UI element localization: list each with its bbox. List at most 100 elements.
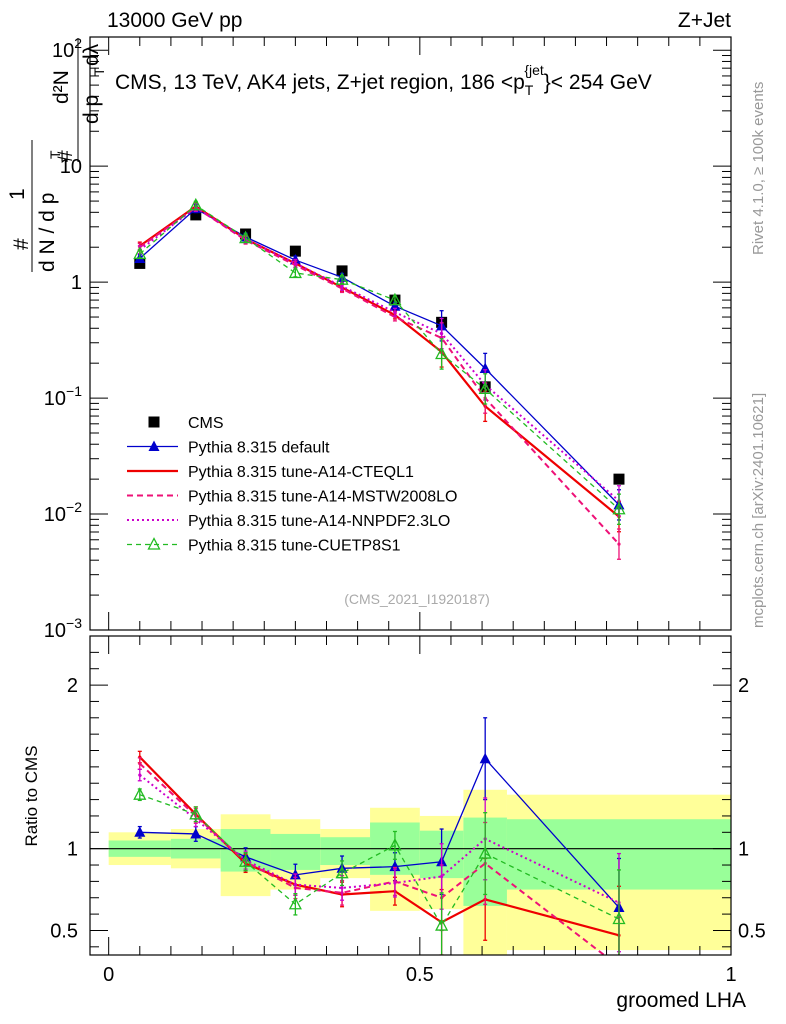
ratio-point-cuetp8s1-5 xyxy=(388,837,402,851)
point-cuetp8s1-0 xyxy=(133,246,147,260)
ratio-point-cuetp8s1-7 xyxy=(478,846,492,859)
point-cuetp8s1-7 xyxy=(478,381,492,395)
ratio-ylabel: Ratio to CMS xyxy=(22,745,41,846)
legend-label-cteql1: Pythia 8.315 tune-A14-CTEQL1 xyxy=(188,464,414,481)
legend-entry-default: Pythia 8.315 default xyxy=(127,440,330,457)
point-cuetp8s1-4 xyxy=(335,272,349,285)
ratio-uncertainty-bands xyxy=(90,789,731,955)
ratio-point-default-7 xyxy=(479,752,491,764)
svg-text:#: # xyxy=(54,150,77,162)
legend-marker-cuetp8s1 xyxy=(147,537,161,550)
ytick-label: 10−2 xyxy=(44,499,82,526)
ytick-label: 10−3 xyxy=(44,615,82,642)
point-cuetp8s1-1 xyxy=(189,197,203,211)
legend-entry-mstw: Pythia 8.315 tune-A14-MSTW2008LO xyxy=(127,489,457,506)
xtick-label: 0 xyxy=(103,964,114,986)
main-ylabel: # 1 d N / d p T # d²N d p T dλ xyxy=(6,38,107,272)
point-cms-1 xyxy=(190,209,202,221)
legend-marker-default xyxy=(148,440,160,451)
svg-text:#: # xyxy=(10,238,33,250)
ratio-point-mstw-0 xyxy=(138,762,142,766)
ratio-point-cuetp8s1-3 xyxy=(288,896,302,910)
main-series-group xyxy=(133,197,626,560)
point-cms-3 xyxy=(289,245,301,257)
ratio-point-cuetp8s1-6 xyxy=(435,918,449,931)
ratio-line-nnpdf xyxy=(139,774,620,904)
legend-label-default: Pythia 8.315 default xyxy=(188,440,330,457)
ytick-label: 1 xyxy=(71,272,82,294)
point-cms-8 xyxy=(613,473,625,485)
svg-text:dλ: dλ xyxy=(80,43,103,66)
header-left: 13000 GeV pp xyxy=(107,9,242,32)
svg-text:1: 1 xyxy=(6,188,29,200)
point-nnpdf-6 xyxy=(440,331,444,336)
svg-text:d p: d p xyxy=(80,95,103,124)
ratio-point-cuetp8s1-2 xyxy=(239,854,253,867)
ratio-ytick-label-left: 1 xyxy=(67,839,78,861)
point-cuetp8s1-2 xyxy=(239,230,253,244)
ratio-ytick-label-right: 0.5 xyxy=(738,920,766,942)
point-nnpdf-3 xyxy=(293,261,297,266)
ratio-point-cuetp8s1-1 xyxy=(189,806,203,820)
ratio-ytick-label-right: 2 xyxy=(738,675,749,697)
ratio-point-nnpdf-6 xyxy=(440,874,444,879)
ratio-point-nnpdf-0 xyxy=(138,773,142,777)
ratio-point-default-5 xyxy=(389,860,401,872)
legend: CMS Pythia 8.315 default Pythia 8.315 tune… xyxy=(127,415,457,555)
ratio-frame xyxy=(89,635,732,956)
xtick-label: 1 xyxy=(725,964,736,986)
ratio-point-nnpdf-5 xyxy=(393,881,397,885)
svg-text:T: T xyxy=(47,150,63,159)
legend-marker-cms xyxy=(148,416,160,428)
ytick-label: 10 xyxy=(60,156,82,178)
ratio-point-default-1 xyxy=(190,827,202,839)
analysis-watermark: (CMS_2021_I1920187) xyxy=(344,591,490,607)
ratio-point-nnpdf-3 xyxy=(293,883,297,887)
legend-entry-cteql1: Pythia 8.315 tune-A14-CTEQL1 xyxy=(127,464,414,481)
ratio-ytick-label-right: 1 xyxy=(738,839,749,861)
ratio-ytick-label-left: 2 xyxy=(67,675,78,697)
ratio-series-group xyxy=(133,717,626,968)
point-nnpdf-4 xyxy=(340,284,344,288)
xlabel: groomed LHA xyxy=(616,989,746,1012)
point-mstw-8 xyxy=(617,542,621,546)
legend-label-nnpdf: Pythia 8.315 tune-A14-NNPDF2.3LO xyxy=(188,513,450,530)
ratio-line-cuetp8s1 xyxy=(139,794,620,927)
point-cuetp8s1-8 xyxy=(612,501,626,515)
ratio-point-nnpdf-4 xyxy=(340,886,344,890)
series-line-default xyxy=(139,207,620,506)
mcplots-label: mcplots.cern.ch [arXiv:2401.10621] xyxy=(750,393,767,628)
point-default-5 xyxy=(389,300,401,311)
svg-text:T: T xyxy=(91,67,107,76)
legend-label-mstw: Pythia 8.315 tune-A14-MSTW2008LO xyxy=(188,489,457,506)
svg-text:d N / d p: d N / d p xyxy=(36,193,59,272)
legend-label-cms: CMS xyxy=(188,415,224,432)
ratio-point-default-0 xyxy=(134,826,146,837)
main-frame xyxy=(89,36,732,631)
ytick-label: 10−1 xyxy=(44,383,82,410)
ratio-axes: 0.5 0.51 12 20 0.5 1 xyxy=(50,636,766,986)
chart-title: CMS, 13 TeV, AK4 jets, Z+jet region, 186… xyxy=(115,62,652,98)
point-cms-0 xyxy=(134,257,146,269)
legend-entry-cuetp8s1: Pythia 8.315 tune-CUETP8S1 xyxy=(127,537,401,555)
xtick-label: 0.5 xyxy=(406,964,434,986)
ratio-point-cuetp8s1-8 xyxy=(612,911,626,925)
legend-entry-nnpdf: Pythia 8.315 tune-A14-NNPDF2.3LO xyxy=(127,513,450,530)
header-right: Z+Jet xyxy=(678,9,731,32)
point-cuetp8s1-3 xyxy=(288,265,302,279)
ratio-point-mstw-8 xyxy=(617,965,620,968)
point-default-7 xyxy=(479,362,491,373)
legend-entry-cms: CMS xyxy=(148,415,224,432)
rivet-version-label: Rivet 4.1.0, ≥ 100k events xyxy=(750,82,767,255)
point-nnpdf-5 xyxy=(393,310,397,314)
point-cuetp8s1-6 xyxy=(435,346,449,360)
svg-text:d²N: d²N xyxy=(50,70,73,104)
ratio-point-cuetp8s1-4 xyxy=(335,865,349,879)
ratio-ytick-label-left: 0.5 xyxy=(50,920,78,942)
point-cms-4 xyxy=(336,265,348,277)
point-cuetp8s1-5 xyxy=(388,292,402,306)
band-green-4 xyxy=(320,837,371,866)
ratio-point-cuetp8s1-0 xyxy=(133,787,147,800)
series-line-cuetp8s1 xyxy=(139,204,620,510)
